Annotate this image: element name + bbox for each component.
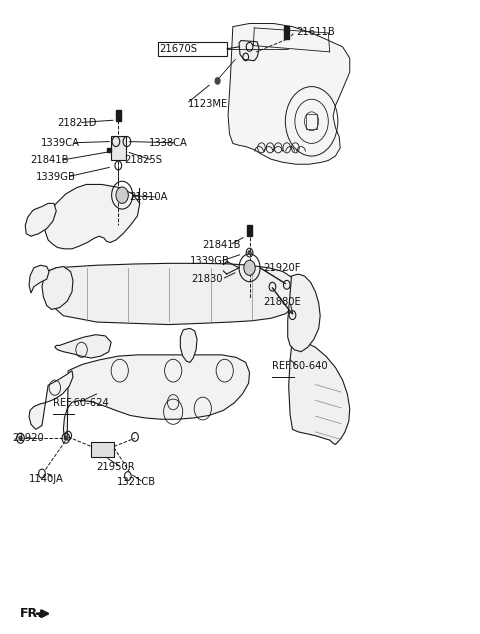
Text: 1140JA: 1140JA bbox=[29, 474, 64, 484]
Circle shape bbox=[19, 436, 22, 440]
Bar bbox=[107, 148, 111, 152]
Polygon shape bbox=[25, 204, 56, 236]
Bar bbox=[158, 42, 227, 56]
Text: REF.60-624: REF.60-624 bbox=[53, 398, 108, 408]
Text: 21920: 21920 bbox=[12, 433, 44, 443]
Polygon shape bbox=[288, 274, 320, 352]
Text: 21841B: 21841B bbox=[202, 240, 240, 250]
Text: 1123ME: 1123ME bbox=[188, 99, 228, 108]
Polygon shape bbox=[55, 335, 111, 358]
Circle shape bbox=[64, 436, 67, 440]
Bar bbox=[284, 26, 289, 39]
Text: 21920F: 21920F bbox=[263, 262, 300, 273]
Text: 21825S: 21825S bbox=[124, 155, 163, 165]
Bar bbox=[116, 110, 120, 121]
Polygon shape bbox=[42, 266, 73, 309]
Text: 21841B: 21841B bbox=[30, 155, 69, 165]
Text: 1339GB: 1339GB bbox=[36, 172, 76, 182]
Bar bbox=[111, 136, 126, 160]
Polygon shape bbox=[228, 23, 350, 164]
Text: 1321CB: 1321CB bbox=[117, 477, 156, 488]
Text: 21670S: 21670S bbox=[159, 44, 197, 55]
Text: 1339CA: 1339CA bbox=[40, 138, 80, 148]
Polygon shape bbox=[180, 328, 197, 363]
Text: 21830: 21830 bbox=[192, 274, 223, 284]
Text: 1338CA: 1338CA bbox=[149, 138, 188, 148]
Circle shape bbox=[248, 250, 251, 254]
Polygon shape bbox=[29, 371, 73, 429]
Text: 21950R: 21950R bbox=[96, 462, 134, 472]
Text: 21810A: 21810A bbox=[129, 192, 168, 202]
Text: 21611B: 21611B bbox=[296, 27, 335, 37]
Circle shape bbox=[244, 260, 255, 275]
Circle shape bbox=[116, 187, 128, 204]
Polygon shape bbox=[47, 263, 297, 325]
Polygon shape bbox=[44, 184, 140, 249]
Bar bbox=[91, 442, 115, 457]
Bar bbox=[247, 225, 252, 236]
Polygon shape bbox=[29, 265, 49, 293]
Polygon shape bbox=[239, 41, 259, 61]
Text: 21880E: 21880E bbox=[263, 297, 300, 307]
Text: REF.60-640: REF.60-640 bbox=[273, 361, 328, 372]
Text: 1339GB: 1339GB bbox=[190, 256, 229, 266]
Text: 21821D: 21821D bbox=[58, 117, 97, 127]
Text: FR.: FR. bbox=[20, 607, 43, 620]
Polygon shape bbox=[63, 355, 250, 437]
Bar bbox=[306, 113, 317, 129]
Circle shape bbox=[215, 78, 220, 84]
Polygon shape bbox=[288, 337, 350, 444]
